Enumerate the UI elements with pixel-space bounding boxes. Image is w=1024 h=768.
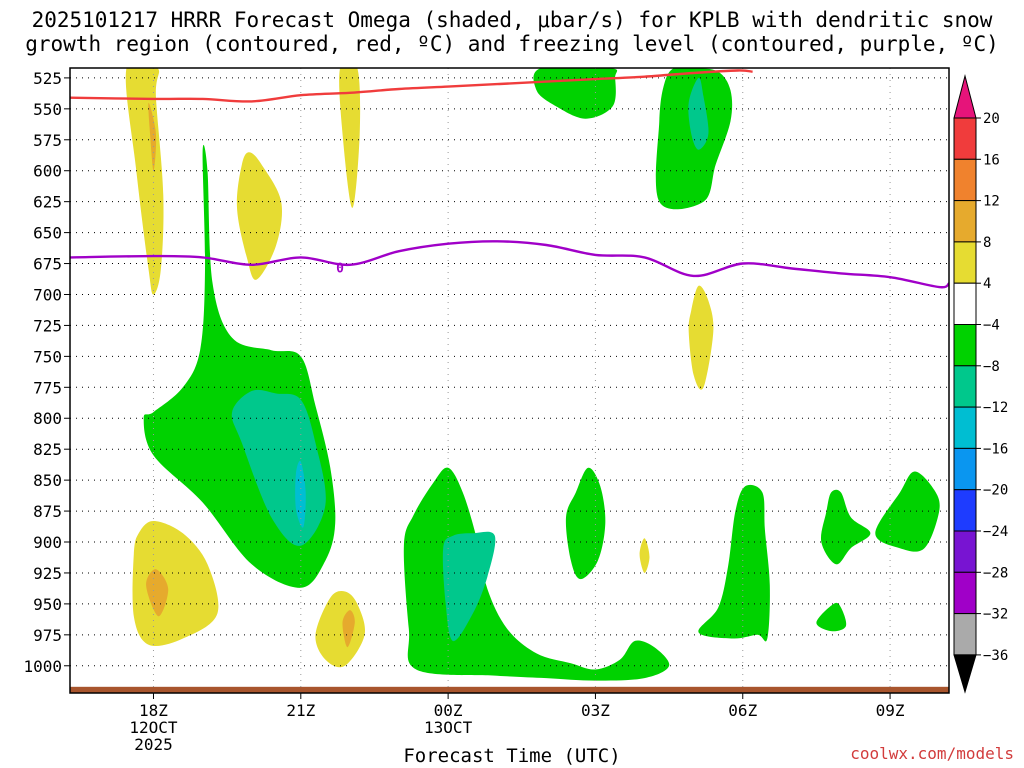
chart-title-line-1: 2025101217 HRRR Forecast Omega (shaded, … — [31, 8, 993, 32]
x-tick-label: 09Z — [876, 701, 905, 720]
dgz-contour-line — [70, 69, 753, 103]
colorbar: 20 16 12 8 4 −4 −8 −12 −16 −20 −24 −28 −32 −36 — [953, 74, 1008, 694]
colorbar-label: −4 — [983, 318, 1000, 334]
y-tick-label: 1000 — [23, 657, 62, 676]
colorbar-label: −20 — [983, 483, 1008, 499]
colorbar-label: −12 — [983, 400, 1008, 416]
y-tick-label: 625 — [33, 193, 62, 212]
x-tick-label: 21Z — [286, 701, 315, 720]
omega-region-green-06Z — [698, 484, 770, 642]
axes: 525 550 575 600 625 650 675 700 725 750 775 800 825 8… — [23, 67, 950, 754]
colorbar-bin — [953, 117, 977, 160]
x-tick-label: 06Z — [728, 701, 757, 720]
colorbar-over-arrow — [953, 74, 977, 119]
colorbar-bin — [953, 530, 977, 573]
omega-region-yellow-top-narrow — [339, 68, 361, 208]
colorbar-bin — [953, 365, 977, 408]
colorbar-label: 4 — [983, 276, 991, 292]
colorbar-bin — [953, 406, 977, 449]
omega-region-green-small-0730Z — [816, 602, 847, 632]
colorbar-bin — [953, 282, 977, 326]
credit-link[interactable]: coolwx.com/models — [850, 744, 1014, 763]
y-tick-label: 825 — [33, 440, 62, 459]
colorbar-bin — [953, 200, 977, 243]
y-tick-label: 925 — [33, 564, 62, 583]
colorbar-bin — [953, 158, 977, 202]
omega-shaded-regions — [70, 68, 949, 693]
grid-lines — [70, 68, 949, 693]
colorbar-label: 12 — [983, 194, 1000, 210]
x-tick-label: 03Z — [581, 701, 610, 720]
y-tick-label: 725 — [33, 316, 62, 335]
omega-region-yellow-lower-left — [132, 521, 219, 647]
y-tick-label: 850 — [33, 471, 62, 490]
freezing-level-line — [70, 240, 949, 289]
omega-region-teal-bottom — [442, 531, 496, 642]
omega-region-yellow-dot-03Z — [639, 538, 650, 574]
omega-region-orange-lower-mid — [342, 610, 355, 648]
colorbar-bin — [953, 613, 977, 656]
x-tick-label: 12OCT — [129, 718, 178, 737]
y-tick-label: 600 — [33, 162, 62, 181]
colorbar-label: −28 — [983, 565, 1008, 581]
y-tick-label: 550 — [33, 100, 62, 119]
colorbar-bin — [953, 447, 977, 491]
omega-region-yellow-upper-mid — [236, 152, 283, 280]
y-tick-label: 950 — [33, 595, 62, 614]
colorbar-label: −8 — [983, 359, 1000, 375]
colorbar-bin — [953, 241, 977, 284]
omega-region-green-blob-03Z — [565, 467, 606, 580]
colorbar-bin — [953, 571, 977, 615]
colorbar-under-arrow — [953, 654, 977, 694]
chart-title: 2025101217 HRRR Forecast Omega (shaded, … — [0, 8, 1024, 56]
colorbar-label: −24 — [983, 524, 1008, 540]
terrain-band — [70, 686, 949, 693]
omega-region-green-upper-03Z — [533, 68, 618, 119]
colorbar-label: 8 — [983, 235, 991, 251]
y-tick-label: 650 — [33, 224, 62, 243]
omega-region-green-08Z — [820, 489, 871, 565]
omega-region-green-big-bottom — [403, 467, 670, 681]
y-tick-label: 875 — [33, 502, 62, 521]
y-tick-label: 800 — [33, 409, 62, 428]
colorbar-label: −16 — [983, 441, 1008, 457]
x-tick-label: 2025 — [134, 735, 173, 754]
plot-frame — [69, 67, 950, 694]
y-tick-label: 900 — [33, 533, 62, 552]
x-tick-label: 18Z — [139, 701, 168, 720]
omega-region-orange-lower-left — [146, 569, 169, 617]
y-tick-label: 775 — [33, 378, 62, 397]
y-tick-label: 675 — [33, 255, 62, 274]
x-tick-label: 00Z — [434, 701, 463, 720]
colorbar-label: −32 — [983, 607, 1008, 623]
x-axis-label: Forecast Time (UTC) — [403, 745, 621, 767]
omega-region-green-10Z — [875, 471, 940, 552]
colorbar-bin — [953, 489, 977, 532]
freezing-level-label: 0 — [336, 262, 344, 277]
y-tick-label: 975 — [33, 626, 62, 645]
omega-region-yellow-lower-mid — [315, 591, 366, 668]
omega-region-orange-upper-left — [148, 102, 157, 171]
chart-title-line-2: growth region (contoured, red, ºC) and f… — [25, 32, 999, 56]
colorbar-label: 20 — [983, 111, 1000, 127]
omega-region-yellow-mid-05Z — [688, 285, 714, 390]
y-tick-label: 575 — [33, 131, 62, 150]
colorbar-label: −36 — [983, 648, 1008, 664]
y-tick-label: 750 — [33, 347, 62, 366]
contour-lines: 0 — [70, 69, 949, 289]
colorbar-label: 16 — [983, 152, 1000, 168]
omega-region-yellow-upper-left — [125, 68, 164, 295]
colorbar-bin — [953, 324, 977, 367]
x-tick-label: 13OCT — [424, 718, 473, 737]
y-tick-label: 700 — [33, 285, 62, 304]
y-tick-label: 525 — [33, 69, 62, 88]
omega-region-teal-upper-05Z — [688, 77, 709, 150]
